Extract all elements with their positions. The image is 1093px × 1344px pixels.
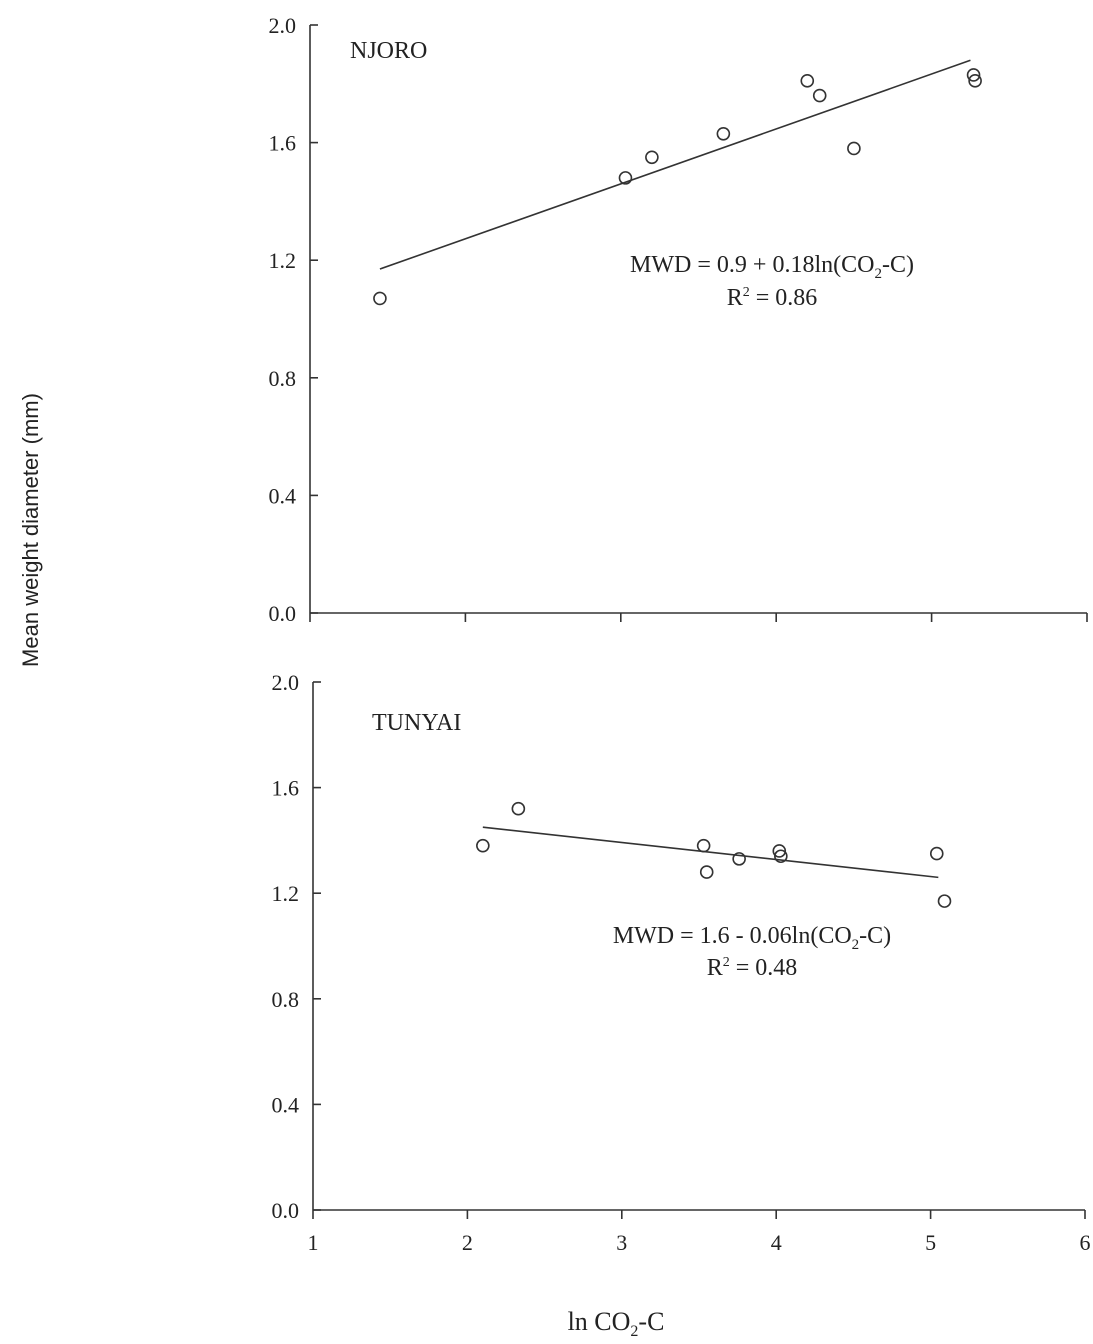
tunyai-y-tick-label: 1.2 — [272, 881, 300, 906]
njoro-equation: MWD = 0.9 + 0.18ln(CO2-C) — [630, 252, 914, 282]
x-axis-label-suffix: -C — [638, 1307, 664, 1336]
tunyai-y-tick-label: 1.6 — [272, 776, 300, 801]
njoro-y-tick-label: 2.0 — [269, 13, 297, 38]
tunyai-x-tick-label: 4 — [771, 1230, 782, 1255]
njoro-y-tick-label: 0.8 — [269, 366, 297, 391]
njoro-r-squared-superscript: 2 — [743, 285, 750, 300]
njoro-y-tick-label: 0.4 — [269, 483, 297, 508]
tunyai-r-squared-superscript: 2 — [723, 955, 730, 970]
panel-njoro: 0.0 0.4 0.8 1.2 1.6 2.0 NJORO MWD = 0.9 + 0.18l… — [269, 13, 1088, 626]
panel-tunyai: 0.0 0.4 0.8 1.2 1.6 2.0 1 2 3 4 5 6 TUNYAI MWD = 1.6 … — [272, 670, 1091, 1255]
y-axis-label: Mean weight diameter (mm) — [18, 393, 43, 667]
x-axis-label-main: ln CO — [568, 1307, 631, 1336]
njoro-panel-label: NJORO — [350, 38, 427, 64]
tunyai-x-tick-label: 3 — [616, 1230, 627, 1255]
njoro-regression-line — [379, 59, 971, 270]
tunyai-data-point — [699, 865, 714, 879]
tunyai-x-tick-label: 5 — [925, 1230, 936, 1255]
tunyai-r-squared-value: = 0.48 — [730, 955, 798, 981]
njoro-equation-suffix: -C) — [882, 252, 914, 278]
njoro-data-point — [966, 68, 981, 82]
tunyai-equation-suffix: -C) — [859, 923, 891, 949]
tunyai-r-squared: R2 = 0.48 — [707, 955, 798, 981]
njoro-data-point — [968, 74, 982, 88]
tunyai-r-squared-main: R — [707, 955, 723, 981]
njoro-y-tick-label: 1.6 — [269, 131, 297, 156]
tunyai-regression-line — [482, 826, 939, 879]
tunyai-data-point — [937, 894, 952, 908]
tunyai-x-tick-label: 2 — [462, 1230, 473, 1255]
tunyai-data-point — [774, 849, 788, 864]
tunyai-data-point — [732, 852, 746, 866]
tunyai-y-tick-label: 2.0 — [272, 670, 300, 695]
tunyai-data-point — [476, 838, 490, 853]
x-axis-label: ln CO2-C — [568, 1307, 665, 1339]
njoro-data-point — [716, 126, 731, 141]
tunyai-x-tick-label: 6 — [1080, 1230, 1091, 1255]
tunyai-panel-label: TUNYAI — [372, 710, 461, 736]
njoro-data-point — [847, 141, 861, 156]
tunyai-y-tick-label: 0.8 — [272, 987, 300, 1012]
tunyai-x-tick-label: 1 — [308, 1230, 319, 1255]
tunyai-equation: MWD = 1.6 - 0.06ln(CO2-C) — [613, 923, 891, 953]
tunyai-data-point — [929, 846, 944, 861]
tunyai-data-point — [696, 838, 711, 853]
njoro-equation-main: MWD = 0.9 + 0.18ln(CO — [630, 252, 874, 278]
njoro-data-point — [373, 291, 387, 306]
njoro-equation-subscript: 2 — [874, 266, 882, 282]
njoro-y-tick-label: 1.2 — [269, 248, 297, 273]
njoro-r-squared: R2 = 0.86 — [727, 285, 818, 311]
tunyai-equation-main: MWD = 1.6 - 0.06ln(CO — [613, 923, 852, 949]
tunyai-equation-subscript: 2 — [852, 937, 860, 953]
tunyai-y-tick-label: 0.0 — [272, 1198, 300, 1223]
njoro-r-squared-value: = 0.86 — [750, 285, 818, 311]
tunyai-data-point — [511, 801, 526, 816]
njoro-data-point — [618, 171, 633, 185]
njoro-y-tick-label: 0.0 — [269, 601, 297, 626]
njoro-data-point — [812, 88, 827, 103]
njoro-data-point — [645, 150, 659, 165]
tunyai-y-tick-label: 0.4 — [272, 1092, 300, 1117]
tunyai-data-point — [772, 844, 787, 858]
njoro-data-point — [800, 74, 815, 88]
x-axis-label-subscript: 2 — [630, 1323, 638, 1339]
njoro-r-squared-main: R — [727, 285, 743, 311]
